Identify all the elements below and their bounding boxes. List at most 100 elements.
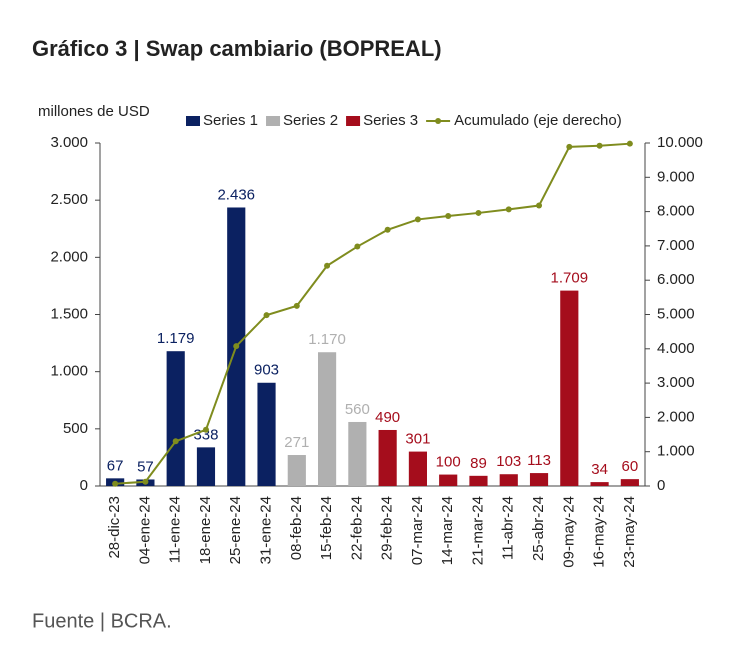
y2-tick-label: 2.000 bbox=[657, 408, 695, 425]
x-tick-label: 21-mar-24 bbox=[469, 496, 486, 565]
bar bbox=[166, 351, 185, 486]
data-label: 1.179 bbox=[157, 330, 195, 347]
y2-tick-label: 5.000 bbox=[657, 305, 695, 322]
legend-swatch bbox=[186, 116, 200, 126]
y2-tick-label: 10.000 bbox=[657, 134, 703, 151]
data-label: 34 bbox=[591, 461, 608, 478]
legend-label: Series 3 bbox=[363, 112, 418, 129]
line-point bbox=[233, 343, 240, 350]
bar bbox=[590, 482, 609, 486]
line-point bbox=[202, 426, 209, 433]
y2-tick-label: 3.000 bbox=[657, 374, 695, 391]
bar bbox=[378, 429, 397, 486]
bar bbox=[439, 474, 458, 486]
x-tick-label: 11-ene-24 bbox=[167, 496, 184, 563]
legend-label: Series 1 bbox=[203, 112, 258, 129]
data-label: 103 bbox=[496, 453, 521, 470]
line bbox=[115, 142, 630, 485]
y2-tick-label: 0 bbox=[657, 477, 665, 494]
line-point bbox=[384, 226, 391, 233]
data-label: 1.170 bbox=[308, 331, 346, 348]
bar bbox=[469, 475, 488, 486]
y2-tick-label: 6.000 bbox=[657, 271, 695, 288]
x-tick-label: 28-dic-23 bbox=[106, 496, 123, 559]
bar bbox=[560, 290, 579, 486]
data-label: 271 bbox=[284, 434, 309, 451]
bar bbox=[620, 479, 639, 486]
data-label: 100 bbox=[436, 454, 461, 471]
legend-swatch bbox=[266, 116, 281, 126]
y-tick-label: 0 bbox=[80, 477, 88, 494]
line-point bbox=[536, 202, 543, 209]
data-label: 60 bbox=[622, 458, 639, 475]
x-tick-label: 31-ene-24 bbox=[257, 496, 274, 564]
data-label: 490 bbox=[375, 409, 400, 426]
legend-swatch bbox=[435, 118, 442, 124]
y2-tick-label: 4.000 bbox=[657, 340, 695, 357]
x-tick-label: 25-abr-24 bbox=[530, 496, 547, 561]
y-tick-label: 500 bbox=[63, 420, 88, 437]
line-point bbox=[414, 216, 421, 223]
line-point bbox=[172, 438, 179, 445]
x-tick-label: 16-may-24 bbox=[591, 496, 608, 568]
data-label: 301 bbox=[405, 431, 430, 448]
chart-title: Gráfico 3 | Swap cambiario (BOPREAL) bbox=[32, 36, 442, 61]
line-point bbox=[142, 478, 149, 485]
y2-tick-label: 9.000 bbox=[657, 168, 695, 185]
bar bbox=[529, 473, 549, 486]
line-point bbox=[505, 206, 512, 213]
data-label: 67 bbox=[107, 457, 124, 474]
data-label: 2.436 bbox=[217, 186, 255, 203]
data-label: 113 bbox=[527, 452, 551, 469]
line-point bbox=[596, 142, 603, 149]
y2-tick-label: 7.000 bbox=[657, 237, 695, 254]
y-tick-label: 2.000 bbox=[50, 248, 88, 265]
data-label: 1.709 bbox=[551, 270, 589, 287]
line-point bbox=[445, 212, 452, 219]
x-tick-label: 15-feb-24 bbox=[318, 496, 335, 560]
legend-label: Acumulado (eje derecho) bbox=[454, 112, 622, 129]
line-point bbox=[263, 312, 270, 319]
x-tick-label: 25-ene-24 bbox=[227, 496, 244, 564]
legend-label: Series 2 bbox=[283, 112, 338, 129]
data-label: 338 bbox=[193, 426, 218, 443]
y2-tick-label: 8.000 bbox=[657, 203, 695, 220]
data-label: 560 bbox=[345, 401, 370, 418]
x-tick-label: 07-mar-24 bbox=[409, 496, 426, 565]
bar bbox=[287, 455, 306, 486]
line-point bbox=[324, 262, 331, 269]
x-tick-label: 18-ene-24 bbox=[197, 496, 214, 564]
x-tick-label: 09-may-24 bbox=[560, 496, 577, 568]
bar bbox=[348, 421, 367, 486]
x-tick-label: 14-mar-24 bbox=[439, 496, 456, 565]
y-tick-label: 1.500 bbox=[50, 305, 88, 322]
source: Fuente | BCRA. bbox=[32, 610, 172, 632]
x-tick-label: 08-feb-24 bbox=[288, 496, 305, 560]
data-label: 903 bbox=[254, 362, 279, 379]
line-point bbox=[475, 209, 482, 216]
x-tick-label: 04-ene-24 bbox=[136, 496, 153, 564]
data-label: 57 bbox=[137, 458, 154, 475]
y-tick-label: 1.000 bbox=[50, 363, 88, 380]
line-point bbox=[626, 140, 633, 147]
x-tick-label: 23-may-24 bbox=[621, 496, 638, 568]
x-tick-label: 29-feb-24 bbox=[379, 496, 396, 560]
line-point bbox=[112, 480, 119, 487]
y2-tick-label: 1.000 bbox=[657, 443, 695, 460]
bar bbox=[257, 382, 276, 486]
x-tick-label: 11-abr-24 bbox=[500, 496, 517, 560]
legend-swatch bbox=[346, 116, 361, 126]
bar bbox=[499, 474, 518, 486]
y-tick-label: 2.500 bbox=[50, 191, 88, 208]
y-tick-label: 3.000 bbox=[50, 134, 88, 151]
data-label: 89 bbox=[470, 455, 487, 472]
y-axis-label: millones de USD bbox=[38, 103, 150, 120]
line-point bbox=[566, 143, 573, 150]
line-point bbox=[293, 302, 300, 309]
line-point bbox=[354, 243, 361, 250]
x-tick-label: 22-feb-24 bbox=[348, 496, 365, 560]
bar bbox=[318, 352, 337, 486]
bar bbox=[408, 451, 427, 486]
bar bbox=[196, 447, 216, 486]
